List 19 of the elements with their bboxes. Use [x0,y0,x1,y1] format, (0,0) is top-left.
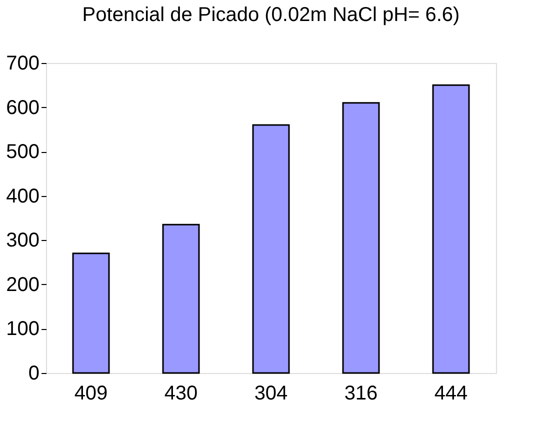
chart-title: Potencial de Picado (0.02m NaCl pH= 6.6) [82,4,460,26]
y-tick-label: 700 [6,52,40,74]
x-tick-label: 409 [74,382,108,404]
bar [432,84,470,374]
bar [342,102,380,374]
x-tick-label: 430 [164,382,198,404]
y-tick-label: 500 [6,141,40,164]
y-tick-label: 100 [6,318,40,340]
y-tick-label: 0 [28,362,40,384]
y-tick-label: 200 [6,274,40,296]
bar [252,124,290,374]
x-tick-label: 304 [254,382,288,404]
x-tick-label: 316 [344,382,378,404]
bar [72,252,110,374]
x-tick-label: 444 [434,382,468,404]
y-tick-label: 600 [6,96,40,119]
y-tick-label: 300 [6,230,40,252]
bar [162,224,200,374]
y-tick-label: 400 [6,185,40,208]
